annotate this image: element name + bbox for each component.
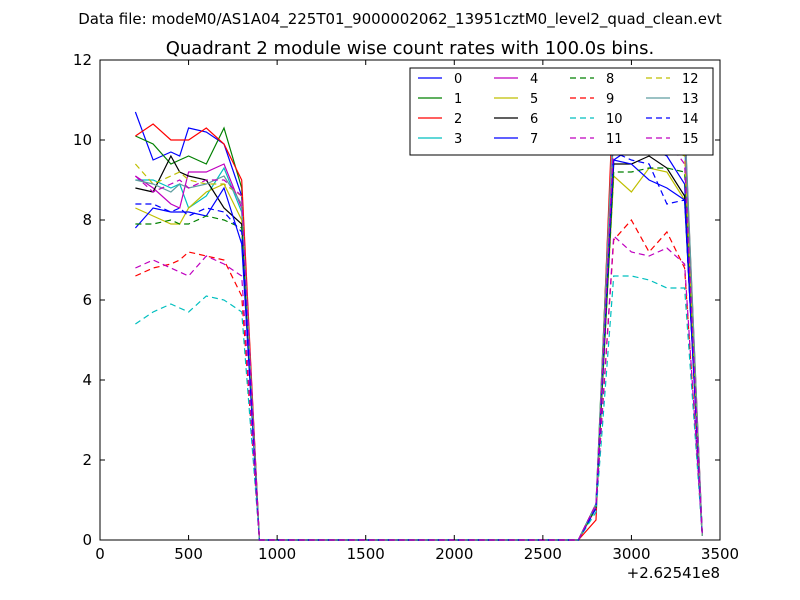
legend-box	[409, 67, 714, 156]
legend-label-2: 2	[454, 112, 462, 127]
y-tick-label: 0	[82, 531, 92, 549]
legend-label-1: 1	[454, 92, 462, 107]
x-tick-label: 1000	[258, 545, 296, 563]
x-offset-label: +2.62541e8	[627, 564, 720, 582]
series-line-11	[135, 234, 703, 541]
series-line-10	[135, 275, 703, 541]
y-tick-label: 10	[73, 131, 92, 149]
x-tick-label: 1500	[347, 545, 385, 563]
series-line-9	[135, 218, 703, 541]
y-tick-label: 6	[82, 291, 92, 309]
series-line-14	[135, 151, 703, 541]
chart-suptitle: Data file: modeM0/AS1A04_225T01_90000020…	[78, 10, 722, 29]
legend-label-0: 0	[454, 72, 462, 87]
legend-label-9: 9	[606, 92, 614, 107]
legend-label-11: 11	[606, 132, 623, 147]
legend-label-6: 6	[530, 112, 538, 127]
x-tick-label: 0	[95, 545, 105, 563]
x-tick-label: 2500	[524, 545, 562, 563]
legend-label-13: 13	[682, 92, 699, 107]
legend-label-3: 3	[454, 132, 462, 147]
legend-label-8: 8	[606, 72, 614, 87]
x-tick-label: 3500	[701, 545, 739, 563]
y-tick-label: 8	[82, 211, 92, 229]
legend-label-7: 7	[530, 132, 538, 147]
legend-label-15: 15	[682, 132, 699, 147]
x-tick-label: 3000	[612, 545, 650, 563]
legend-label-12: 12	[682, 72, 699, 87]
y-tick-label: 2	[82, 451, 92, 469]
y-tick-label: 12	[73, 51, 92, 69]
chart-title: Quadrant 2 module wise count rates with …	[166, 38, 655, 59]
x-tick-label: 500	[174, 545, 203, 563]
legend-label-14: 14	[682, 112, 699, 127]
legend-label-5: 5	[530, 92, 538, 107]
x-tick-label: 2000	[435, 545, 473, 563]
legend-label-10: 10	[606, 112, 623, 127]
y-tick-label: 4	[82, 371, 92, 389]
legend-label-4: 4	[530, 72, 538, 87]
